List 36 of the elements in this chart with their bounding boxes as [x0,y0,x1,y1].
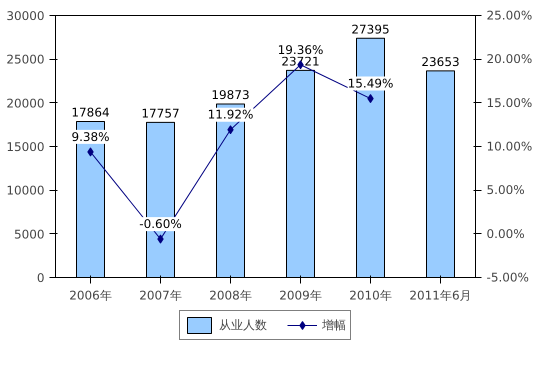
y-tick-label: 15000 [6,140,45,154]
legend-label: 从业人数 [219,316,267,334]
data-label: 23653 [421,54,460,69]
point [367,94,374,104]
y2-tick-label: 10.00% [486,140,532,154]
point [157,234,164,244]
x-tick-label: 2007年 [139,288,182,302]
legend-label: 增幅 [322,316,346,334]
data-label: 27395 [351,22,390,36]
y-tick-label: 30000 [6,9,45,23]
data-label: 15.49% [348,76,394,91]
y-tick-label: 20000 [6,96,45,110]
y2-tick-label: 15.00% [486,96,532,110]
y-tick-label: 25000 [6,52,45,67]
y-tick-label: 0 [36,271,45,285]
point [87,147,94,156]
x-tick-label: 2010年 [349,288,392,302]
y2-tick-label: -5.00% [486,270,529,284]
y2-tick-label: 0.00% [486,226,525,241]
data-label: -0.60% [139,217,182,232]
y2-tick-label: 5.00% [486,183,525,198]
y2-tick-label: 20.00% [486,52,532,66]
data-label: 11.92% [208,108,254,122]
data-label: 19873 [211,88,250,102]
point [227,125,234,134]
x-tick-label: 2006年 [69,288,112,302]
data-label: 19.36% [278,42,324,57]
x-tick-label: 2009年 [279,288,322,302]
x-tick-label: 2011年6月 [409,288,472,302]
y2-tick-label: 25.00% [486,8,532,22]
data-label: 9.38% [71,130,110,144]
data-label: 17864 [71,105,110,120]
y-tick-label: 5000 [14,227,45,242]
y-tick-label: 10000 [6,184,45,198]
x-tick-label: 2008年 [209,288,252,302]
data-label: 17757 [141,106,180,120]
